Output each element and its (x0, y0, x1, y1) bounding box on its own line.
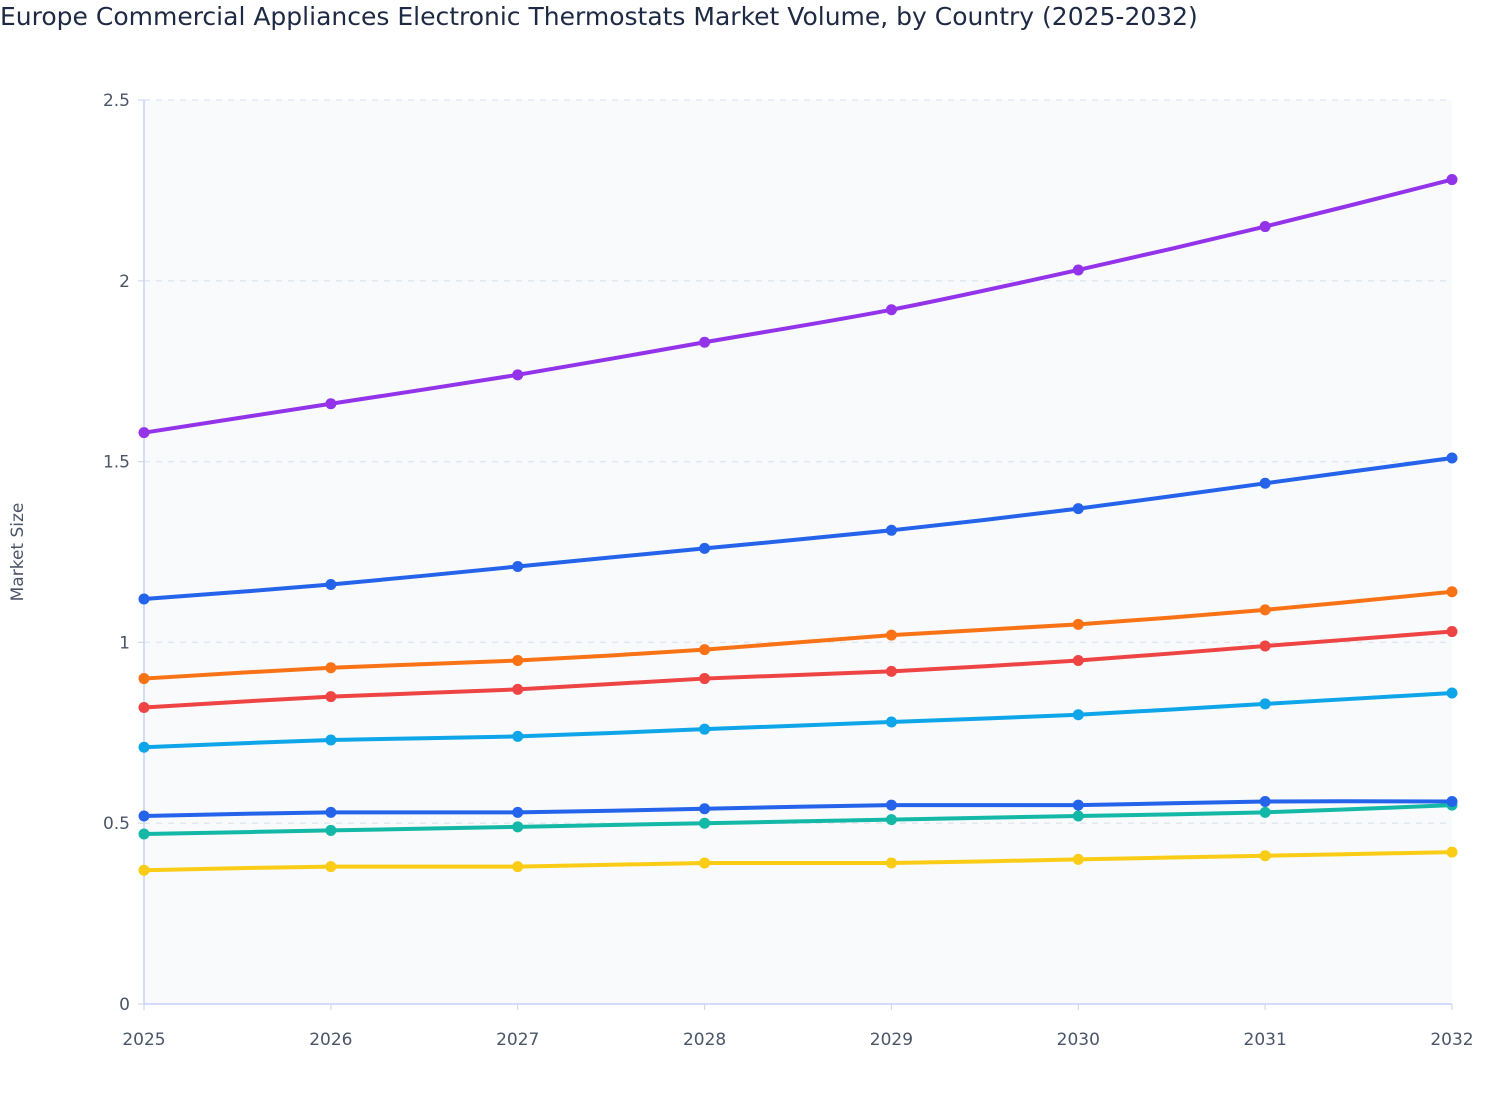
chart-title: Europe Commercial Appliances Electronic … (0, 2, 1198, 31)
data-point (1259, 850, 1271, 862)
data-point (885, 629, 897, 641)
series-line-7 (142, 850, 1454, 873)
data-point (1259, 806, 1271, 818)
data-point (699, 817, 711, 829)
data-point (512, 730, 524, 742)
data-point (138, 427, 150, 439)
data-point (1072, 503, 1084, 515)
data-point (1446, 687, 1458, 699)
data-point (1446, 626, 1458, 638)
x-tick-label: 2026 (309, 1030, 352, 1050)
x-tick-label: 2031 (1244, 1030, 1287, 1050)
data-point (1072, 618, 1084, 630)
data-point (1072, 654, 1084, 666)
data-point (699, 673, 711, 685)
data-point (512, 821, 524, 833)
data-point (1259, 796, 1271, 808)
data-point (325, 806, 337, 818)
data-point (1259, 221, 1271, 233)
series-line-6 (142, 799, 1454, 818)
data-point (699, 542, 711, 554)
data-point (1072, 709, 1084, 721)
y-tick-label: 1.5 (103, 453, 130, 473)
data-point (325, 734, 337, 746)
y-tick-label: 0.5 (103, 814, 130, 834)
data-point (325, 398, 337, 410)
data-point (1072, 810, 1084, 822)
data-point (325, 861, 337, 873)
data-point (1072, 853, 1084, 865)
data-point (699, 857, 711, 869)
series-line-2 (142, 589, 1454, 681)
y-tick-label: 2 (119, 272, 130, 292)
data-point (138, 864, 150, 876)
y-tick-label: 1 (119, 633, 130, 653)
data-point (138, 673, 150, 685)
x-tick-label: 2030 (1057, 1030, 1100, 1050)
data-point (1259, 640, 1271, 652)
data-point (885, 524, 897, 536)
data-point (699, 644, 711, 656)
data-point (1446, 586, 1458, 598)
data-point (512, 806, 524, 818)
data-point (885, 857, 897, 869)
series-line-4 (142, 691, 1454, 750)
plot-area (144, 100, 1452, 1004)
y-axis-label: Market Size (8, 503, 28, 602)
data-point (1072, 799, 1084, 811)
series-line-5 (142, 803, 1454, 837)
y-tick-label: 0 (119, 995, 130, 1015)
data-point (699, 336, 711, 348)
data-point (325, 691, 337, 703)
data-point (325, 662, 337, 674)
x-tick-label: 2025 (122, 1030, 165, 1050)
data-point (138, 810, 150, 822)
data-point (1446, 846, 1458, 858)
y-tick-label: 2.5 (103, 91, 130, 111)
data-point (325, 824, 337, 836)
series-line-3 (142, 629, 1454, 710)
series-line-1 (142, 455, 1454, 602)
data-point (885, 814, 897, 826)
data-point (699, 803, 711, 815)
data-point (1446, 796, 1458, 808)
x-tick-label: 2028 (683, 1030, 726, 1050)
data-point (1259, 698, 1271, 710)
data-point (885, 304, 897, 316)
data-point (885, 665, 897, 677)
data-point (1259, 604, 1271, 616)
data-point (512, 369, 524, 381)
data-point (138, 701, 150, 713)
x-tick-label: 2029 (870, 1030, 913, 1050)
data-point (699, 723, 711, 735)
data-point (512, 683, 524, 695)
data-point (512, 861, 524, 873)
series-line-0 (142, 177, 1454, 435)
data-point (1072, 264, 1084, 276)
data-point (1259, 477, 1271, 489)
data-point (1446, 452, 1458, 464)
data-point (325, 579, 337, 591)
data-point (512, 654, 524, 666)
data-point (885, 716, 897, 728)
data-point (885, 799, 897, 811)
data-point (138, 741, 150, 753)
x-tick-label: 2032 (1430, 1030, 1473, 1050)
x-tick-label: 2027 (496, 1030, 539, 1050)
data-point (138, 828, 150, 840)
data-point (138, 593, 150, 605)
data-point (512, 560, 524, 572)
data-point (1446, 174, 1458, 186)
